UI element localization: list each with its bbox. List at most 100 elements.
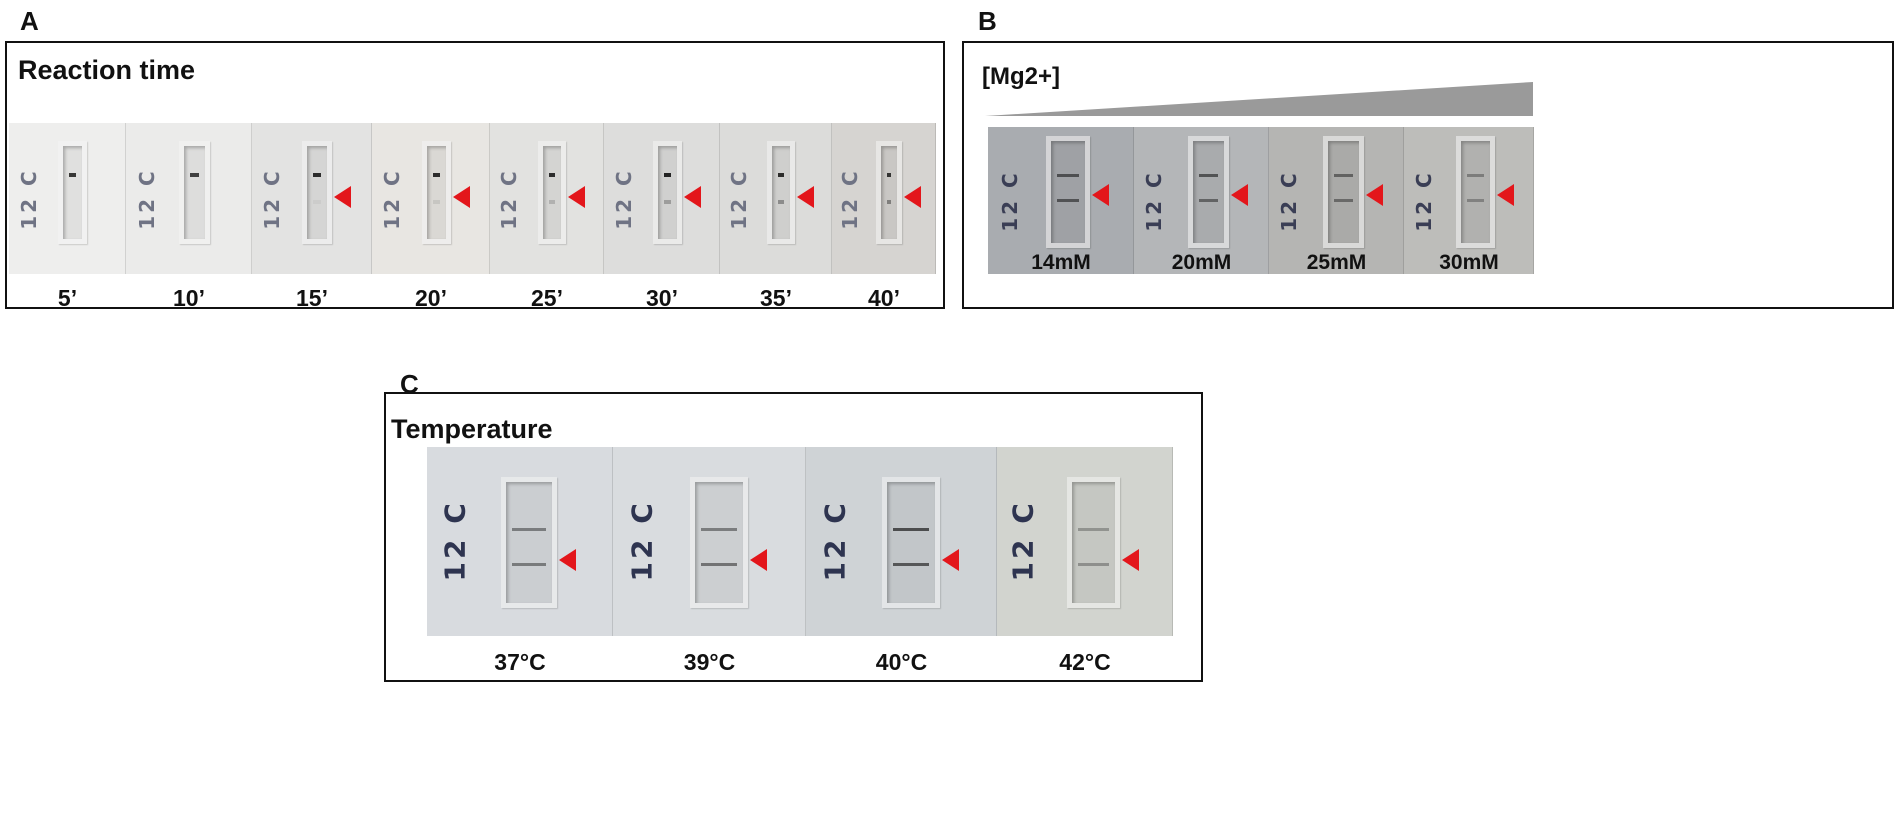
control-line <box>512 527 547 531</box>
control-line <box>886 172 891 177</box>
result-window <box>178 141 211 244</box>
panel-a-letter: A <box>20 6 39 36</box>
red-arrow-marker-icon <box>453 185 471 208</box>
red-arrow-marker-icon <box>683 185 701 208</box>
red-arrow-marker-icon <box>1230 184 1248 207</box>
test-cassette: 12 C <box>720 123 832 274</box>
strip-caption: 25’ <box>531 285 563 311</box>
cassette-label: 12 C <box>997 169 1022 232</box>
panel-c-strip-row: 12 C 12 C 12 C 12 C <box>427 447 1173 636</box>
control-line <box>189 172 200 177</box>
panel-c-title: Temperature <box>391 414 553 444</box>
test-cassette: 12 C <box>613 447 806 636</box>
result-window <box>652 141 682 244</box>
panel-a-box: Reaction time <box>5 41 945 309</box>
panel-b-title: [Mg2+] <box>982 63 1060 90</box>
result-window <box>1046 135 1091 248</box>
result-window <box>302 141 333 244</box>
mg-concentration-gradient-wedge <box>985 82 1533 116</box>
control-line <box>69 172 77 177</box>
test-line <box>778 199 785 204</box>
cassette-label: 12 C <box>818 499 852 582</box>
control-line <box>778 172 785 177</box>
test-cassette: 12 C <box>427 447 613 636</box>
control-line <box>548 172 556 177</box>
test-cassette: 12 C <box>490 123 604 274</box>
test-cassette: 12 C <box>372 123 490 274</box>
result-window <box>537 141 567 244</box>
strip-caption: 35’ <box>760 285 792 311</box>
test-line <box>893 563 929 567</box>
control-line <box>1199 174 1218 178</box>
test-line <box>548 199 556 204</box>
test-line <box>1199 198 1218 202</box>
test-cassette: 12 C <box>832 123 936 274</box>
result-window <box>882 477 940 608</box>
test-line <box>512 563 547 567</box>
strip-caption: 40°C <box>875 649 928 675</box>
panel-c-box: Temperature <box>384 392 1203 682</box>
strip-caption: 5’ <box>57 285 78 311</box>
strip-caption: 20mM <box>1171 251 1232 274</box>
cassette-label: 12 C <box>380 167 405 230</box>
red-arrow-marker-icon <box>1497 184 1514 207</box>
cassette-label: 12 C <box>1006 499 1040 582</box>
test-line <box>1078 563 1110 567</box>
result-window <box>1456 135 1495 248</box>
strip-caption: 30mM <box>1439 251 1499 274</box>
strip-caption: 14mM <box>1031 251 1091 274</box>
test-cassette: 12 C 30mM <box>1404 127 1534 274</box>
cassette-label: 12 C <box>260 167 285 230</box>
red-arrow-marker-icon <box>903 185 921 208</box>
control-line <box>663 172 671 177</box>
control-line <box>893 527 929 531</box>
cassette-label: 12 C <box>837 167 862 230</box>
strip-caption: 15’ <box>296 285 328 311</box>
result-window <box>421 141 452 244</box>
strip-caption: 30’ <box>646 285 678 311</box>
red-arrow-marker-icon <box>559 548 577 571</box>
control-line <box>432 172 441 177</box>
result-window <box>1188 135 1229 248</box>
result-window <box>1067 477 1121 608</box>
cassette-label: 12 C <box>497 167 522 230</box>
red-arrow-marker-icon <box>334 185 352 208</box>
cassette-label: 12 C <box>16 167 41 230</box>
test-line <box>1057 198 1080 202</box>
test-line <box>663 199 671 204</box>
control-line <box>1057 174 1080 178</box>
test-cassette: 12 C 20mM <box>1134 127 1269 274</box>
red-arrow-marker-icon <box>797 185 815 208</box>
panel-a-strip-row: 12 C 12 C 12 C 12 C 12 C 12 C 12 C 12 C <box>9 123 936 274</box>
panel-b-box: [Mg2+] <box>962 41 1894 309</box>
test-line <box>1334 198 1353 202</box>
result-window <box>767 141 796 244</box>
result-window <box>875 141 902 244</box>
cassette-label: 12 C <box>1142 169 1167 232</box>
strip-caption: 39°C <box>683 649 736 675</box>
test-cassette: 12 C <box>806 447 997 636</box>
cassette-label: 12 C <box>625 499 659 582</box>
red-arrow-marker-icon <box>941 548 959 571</box>
strip-caption: 42°C <box>1059 649 1111 675</box>
control-line <box>1078 527 1110 531</box>
test-line <box>432 199 441 204</box>
test-cassette: 12 C 14mM <box>988 127 1134 274</box>
cassette-label: 12 C <box>611 167 636 230</box>
cassette-label: 12 C <box>135 167 160 230</box>
red-arrow-marker-icon <box>1365 184 1383 207</box>
test-line <box>313 199 322 204</box>
control-line <box>1334 174 1353 178</box>
control-line <box>701 527 738 531</box>
cassette-label: 12 C <box>727 167 752 230</box>
panel-a-title: Reaction time <box>18 55 196 85</box>
test-cassette: 12 C <box>997 447 1173 636</box>
red-arrow-marker-icon <box>1122 548 1140 571</box>
strip-caption: 25mM <box>1306 251 1367 274</box>
red-arrow-marker-icon <box>568 185 586 208</box>
red-arrow-marker-icon <box>750 548 768 571</box>
result-window <box>1323 135 1364 248</box>
test-cassette: 12 C 25mM <box>1269 127 1404 274</box>
panel-c-letter: C <box>400 369 419 399</box>
strip-caption: 40’ <box>868 285 900 311</box>
